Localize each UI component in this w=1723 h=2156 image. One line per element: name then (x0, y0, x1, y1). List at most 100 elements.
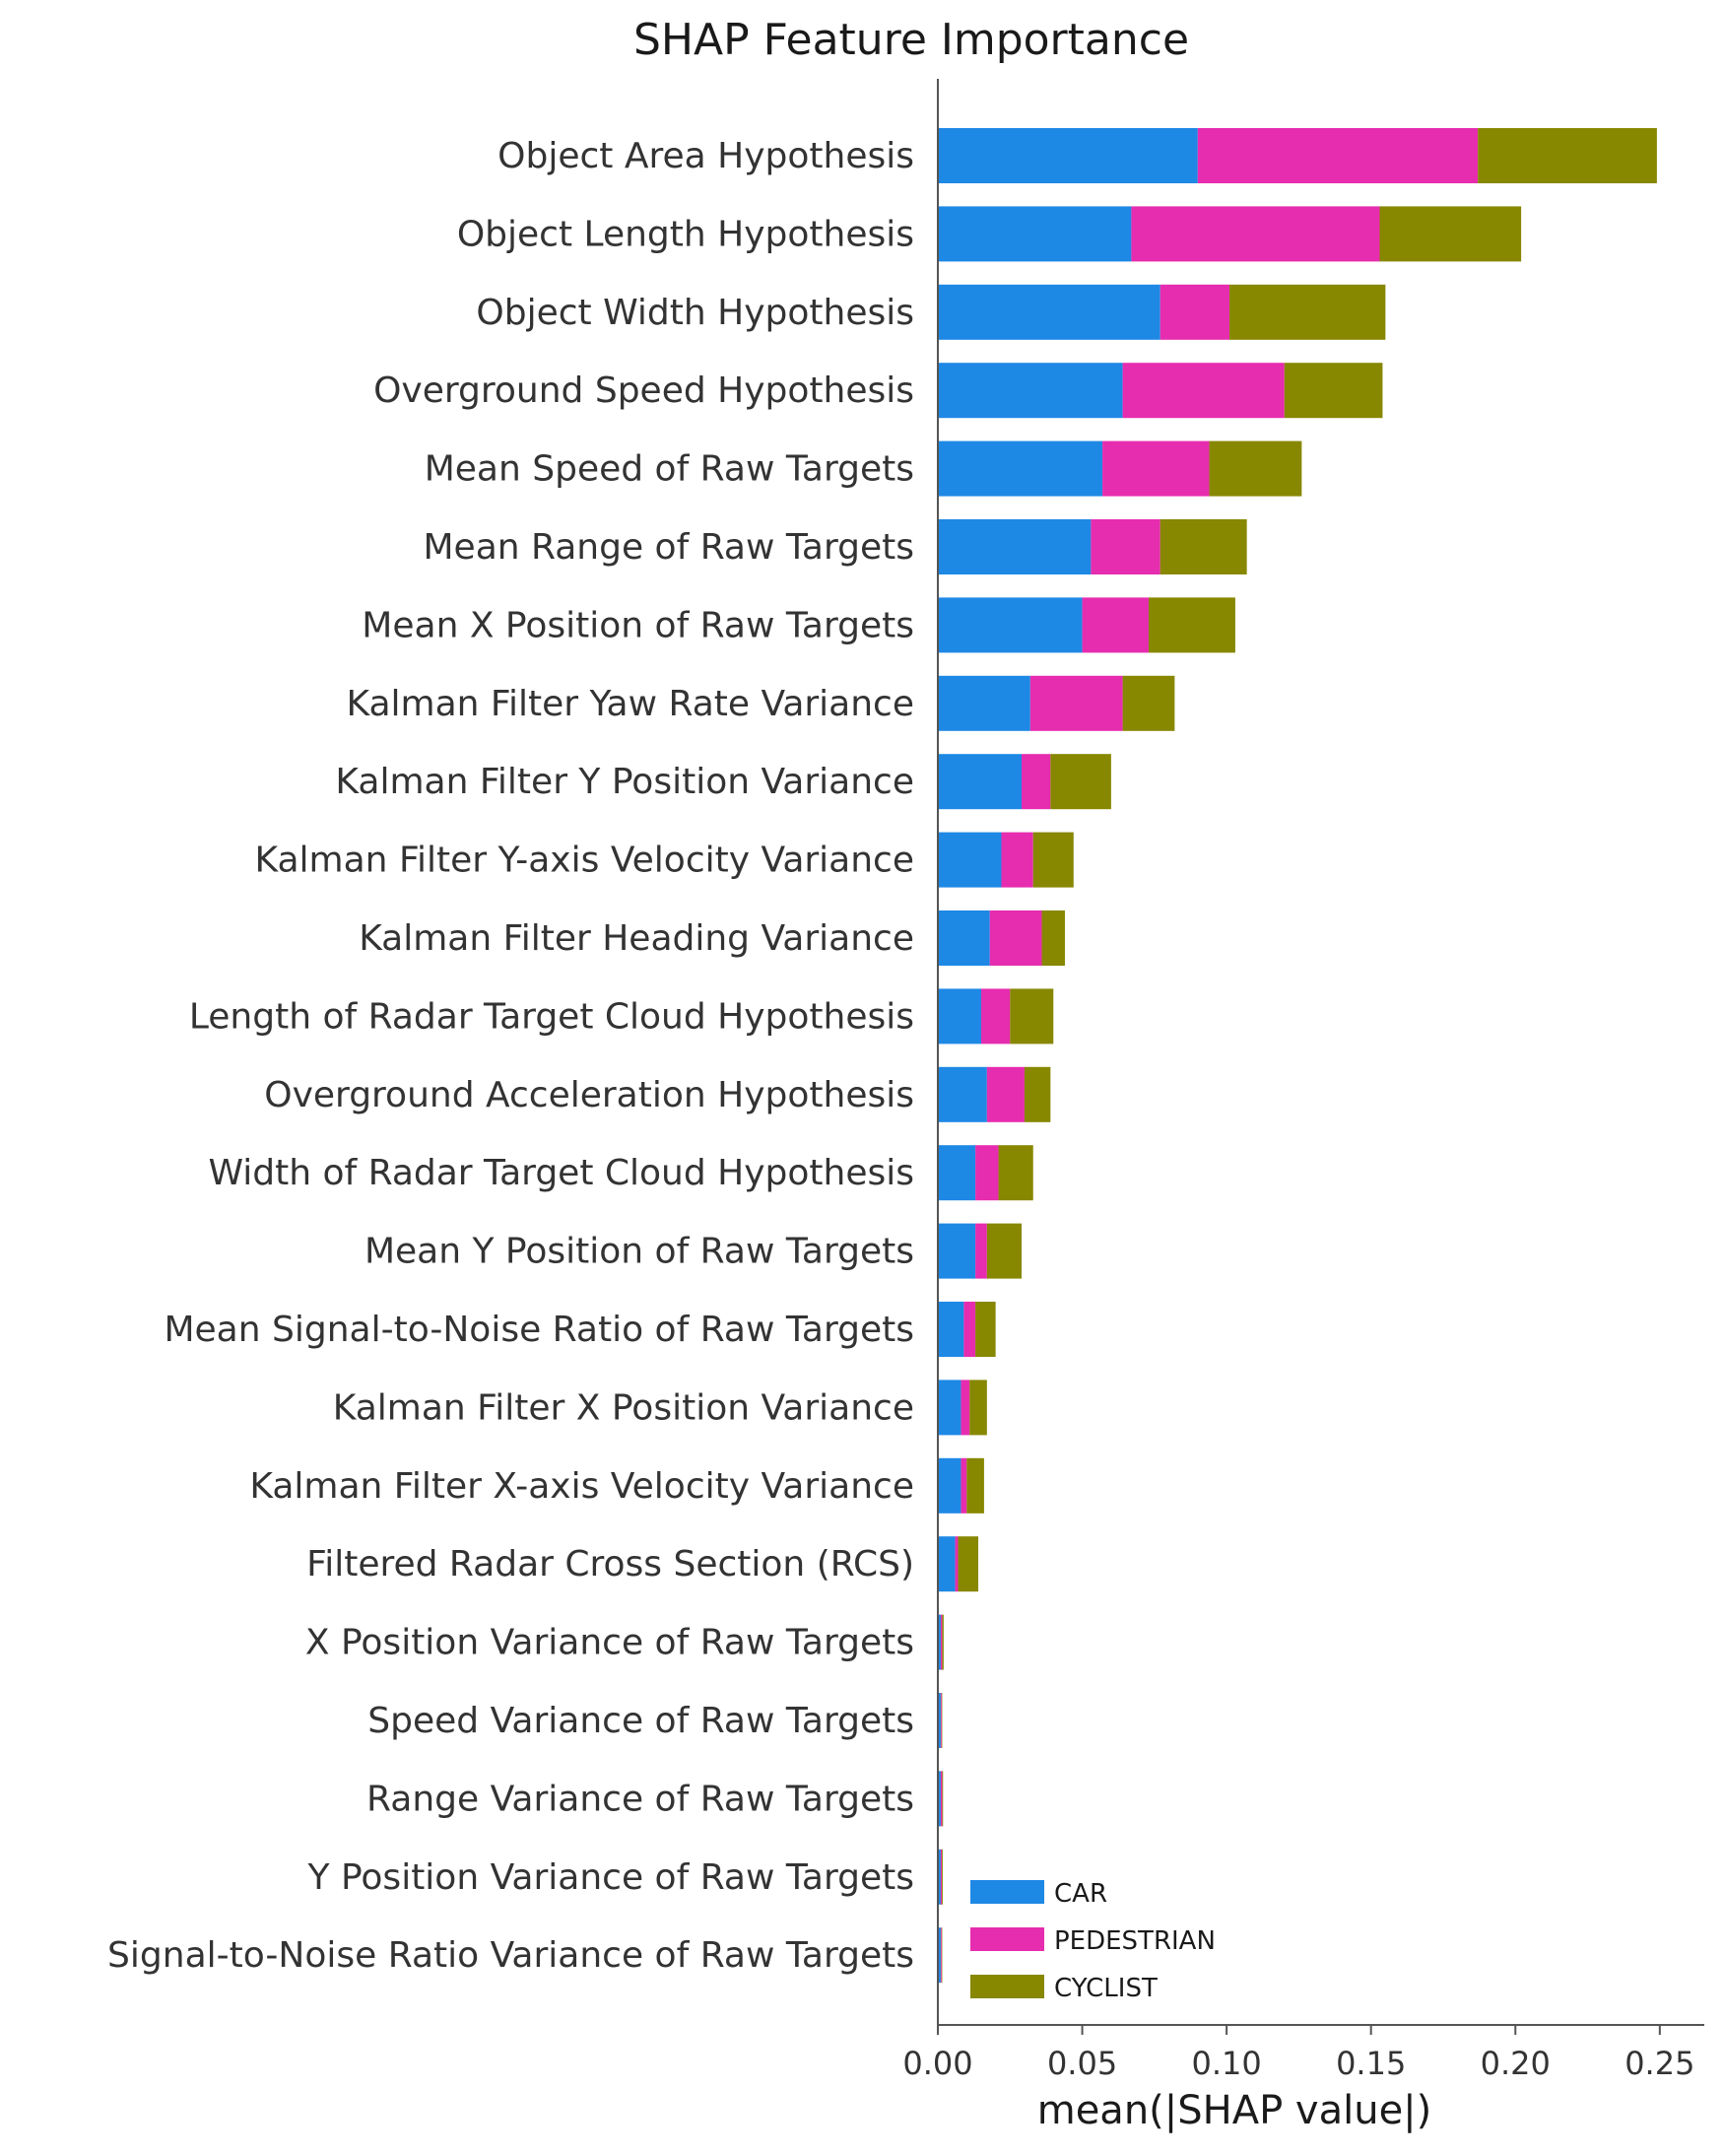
category-label: Object Length Hypothesis (457, 214, 914, 254)
bar-car-9 (938, 832, 1002, 888)
x-tick-label: 0.05 (1047, 2045, 1117, 2082)
bar-pedestrian-14 (975, 1223, 987, 1279)
bar-pedestrian-5 (1091, 519, 1160, 574)
bar-car-12 (938, 1066, 987, 1122)
bar-cyclist-5 (1160, 519, 1247, 574)
category-label: Overground Acceleration Hypothesis (264, 1075, 914, 1115)
category-label: Kalman Filter Y Position Variance (335, 762, 914, 802)
category-label: Signal-to-Noise Ratio Variance of Raw Ta… (107, 1935, 914, 1976)
bar-pedestrian-2 (1160, 284, 1230, 340)
bar-car-15 (938, 1302, 964, 1357)
bar-cyclist-19 (942, 1614, 944, 1670)
bar-pedestrian-12 (986, 1066, 1025, 1122)
bar-car-20 (938, 1693, 941, 1748)
bar-cyclist-14 (986, 1223, 1023, 1279)
bar-pedestrian-0 (1197, 128, 1479, 183)
x-tick-label: 0.00 (902, 2045, 972, 2082)
bar-cyclist-16 (969, 1380, 987, 1436)
bar-cyclist-1 (1379, 206, 1522, 262)
bar-cyclist-2 (1229, 284, 1386, 340)
bar-pedestrian-19 (940, 1614, 943, 1670)
bar-car-21 (938, 1771, 941, 1827)
category-label: Mean Range of Raw Targets (423, 527, 914, 568)
x-tick-label: 0.10 (1192, 2045, 1262, 2082)
bar-cyclist-21 (942, 1771, 944, 1827)
bar-cyclist-4 (1209, 440, 1302, 497)
x-axis-ticks: 0.00 0.05 0.10 0.15 0.20 0.25 (902, 2025, 1694, 2082)
bar-pedestrian-9 (1001, 832, 1033, 888)
legend-label-car: CAR (1054, 1879, 1107, 1909)
bar-pedestrian-18 (955, 1536, 959, 1592)
bar-car-4 (938, 440, 1103, 497)
bar-pedestrian-3 (1122, 363, 1285, 419)
bar-car-13 (938, 1145, 976, 1201)
bar-pedestrian-13 (975, 1145, 999, 1201)
bar-pedestrian-8 (1022, 754, 1051, 810)
bar-cyclist-17 (966, 1457, 984, 1514)
bar-cyclist-22 (942, 1849, 943, 1905)
category-label: Speed Variance of Raw Targets (367, 1701, 914, 1741)
bar-car-16 (938, 1380, 961, 1436)
bar-car-11 (938, 988, 981, 1044)
category-label: Width of Radar Target Cloud Hypothesis (208, 1153, 914, 1193)
x-tick-label: 0.15 (1336, 2045, 1406, 2082)
bar-pedestrian-15 (963, 1302, 976, 1357)
bar-pedestrian-11 (980, 988, 1011, 1044)
bar-pedestrian-21 (940, 1771, 943, 1827)
legend-swatch-cyclist (970, 1975, 1044, 1998)
bar-cyclist-3 (1284, 363, 1383, 419)
category-label: Overground Speed Hypothesis (373, 371, 914, 411)
legend-swatch-pedestrian (970, 1927, 1044, 1951)
category-label: Filtered Radar Cross Section (RCS) (306, 1544, 914, 1584)
bar-car-2 (938, 284, 1160, 340)
bar-car-6 (938, 597, 1083, 653)
legend-swatch-car (970, 1880, 1044, 1904)
bar-cyclist-13 (998, 1145, 1033, 1201)
bar-cyclist-10 (1041, 910, 1065, 966)
bar-car-8 (938, 754, 1023, 810)
bar-cyclist-0 (1478, 128, 1657, 183)
category-label: Mean X Position of Raw Targets (362, 605, 914, 645)
category-label: Kalman Filter Y-axis Velocity Variance (255, 841, 914, 881)
category-label: Kalman Filter Heading Variance (359, 918, 914, 959)
bar-pedestrian-4 (1102, 440, 1210, 497)
bar-car-3 (938, 363, 1123, 419)
bar-car-7 (938, 675, 1030, 731)
legend-label-pedestrian: PEDESTRIAN (1054, 1926, 1216, 1956)
bar-pedestrian-7 (1029, 675, 1123, 731)
bar-cyclist-9 (1032, 832, 1074, 888)
bar-car-14 (938, 1223, 976, 1279)
bar-cyclist-6 (1148, 597, 1235, 653)
chart-title: SHAP Feature Importance (633, 15, 1189, 65)
bar-pedestrian-6 (1082, 597, 1149, 653)
bar-car-5 (938, 519, 1092, 574)
bar-cyclist-15 (975, 1302, 996, 1357)
bar-cyclist-20 (941, 1693, 943, 1748)
bar-car-10 (938, 910, 990, 966)
bar-car-18 (938, 1536, 956, 1592)
category-label: Length of Radar Target Cloud Hypothesis (189, 996, 914, 1037)
category-label: Y Position Variance of Raw Targets (307, 1857, 914, 1898)
category-label: X Position Variance of Raw Targets (305, 1623, 914, 1663)
category-label: Kalman Filter X Position Variance (333, 1387, 914, 1428)
bar-cyclist-7 (1122, 675, 1175, 731)
x-axis-label: mean(|SHAP value|) (1037, 2088, 1432, 2133)
bar-cyclist-18 (958, 1536, 979, 1592)
category-label: Mean Signal-to-Noise Ratio of Raw Target… (164, 1310, 914, 1350)
bar-pedestrian-16 (961, 1380, 970, 1436)
x-tick-label: 0.20 (1481, 2045, 1551, 2082)
category-label: Object Width Hypothesis (476, 293, 914, 333)
bar-car-23 (938, 1927, 941, 1984)
bar-cyclist-12 (1024, 1066, 1051, 1122)
category-label: Kalman Filter X-axis Velocity Variance (249, 1466, 914, 1507)
category-label: Range Variance of Raw Targets (366, 1779, 914, 1819)
bar-pedestrian-20 (940, 1693, 942, 1748)
x-tick-label: 0.25 (1624, 2045, 1694, 2082)
legend: CAR PEDESTRIAN CYCLIST (970, 1879, 1216, 2003)
bar-car-0 (938, 128, 1198, 183)
category-label: Mean Speed of Raw Targets (425, 449, 914, 490)
category-label: Mean Y Position of Raw Targets (364, 1232, 914, 1272)
bar-cyclist-8 (1050, 754, 1111, 810)
category-label: Object Area Hypothesis (497, 136, 914, 176)
